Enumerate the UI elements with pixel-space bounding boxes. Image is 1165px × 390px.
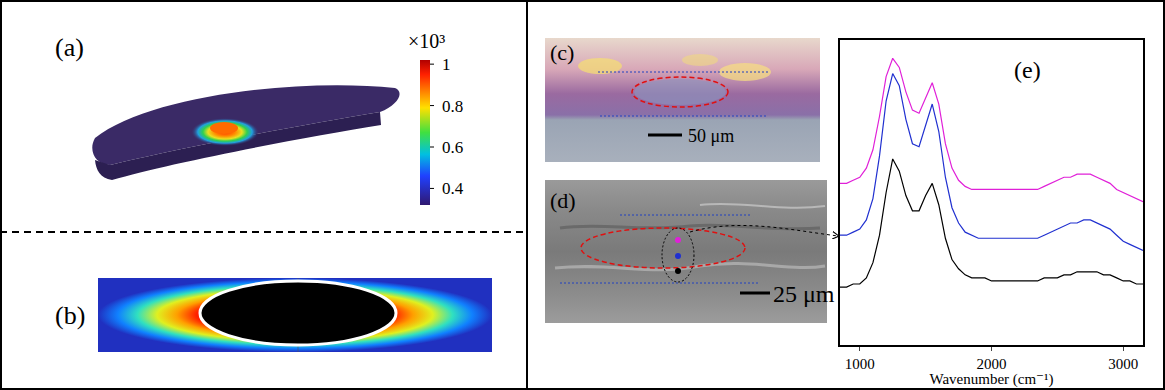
svg-text:1: 1 — [442, 55, 451, 74]
svg-text:3000: 3000 — [1108, 356, 1138, 372]
svg-text:1000: 1000 — [845, 356, 875, 372]
svg-text:50 μm: 50 μm — [688, 126, 734, 146]
svg-text:2000: 2000 — [977, 356, 1007, 372]
svg-text:(c): (c) — [550, 40, 574, 65]
svg-text:25 μm: 25 μm — [773, 281, 835, 307]
svg-text:(a): (a) — [55, 33, 84, 62]
svg-text:0.4: 0.4 — [442, 179, 464, 198]
svg-text:×10³: ×10³ — [408, 30, 445, 52]
svg-text:0.6: 0.6 — [442, 138, 463, 157]
svg-text:0.8: 0.8 — [442, 97, 463, 116]
svg-text:(b): (b) — [55, 301, 85, 330]
svg-text:(e): (e) — [1014, 57, 1041, 83]
svg-text:(d): (d) — [550, 188, 576, 213]
svg-text:Wavenumber (cm⁻¹): Wavenumber (cm⁻¹) — [929, 371, 1053, 388]
